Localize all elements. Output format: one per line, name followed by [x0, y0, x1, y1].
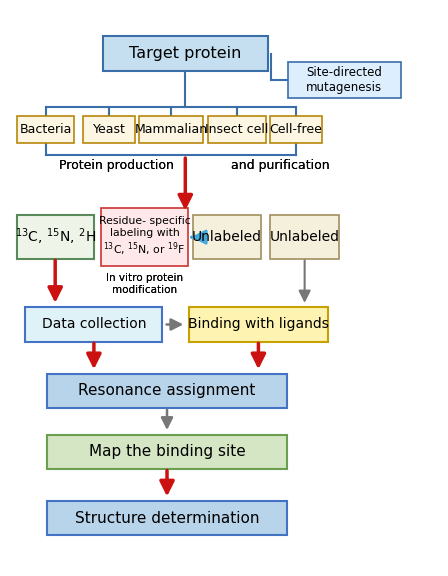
FancyBboxPatch shape: [17, 116, 74, 143]
Text: Binding with ligands: Binding with ligands: [188, 317, 329, 332]
Text: Structure determination: Structure determination: [75, 510, 259, 525]
Text: Resonance assignment: Resonance assignment: [78, 384, 256, 399]
Text: Protein production: Protein production: [59, 159, 174, 172]
FancyBboxPatch shape: [271, 116, 322, 143]
FancyBboxPatch shape: [189, 308, 328, 342]
Text: Yeast: Yeast: [93, 123, 125, 136]
FancyBboxPatch shape: [47, 501, 287, 535]
FancyBboxPatch shape: [193, 215, 262, 259]
FancyBboxPatch shape: [288, 62, 401, 98]
Text: and purification: and purification: [231, 159, 329, 172]
Text: Residue- specific
labeling with
$^{13}$C, $^{15}$N, or $^{19}$F: Residue- specific labeling with $^{13}$C…: [99, 216, 190, 258]
Text: Insect cell: Insect cell: [205, 123, 269, 136]
Text: Site-directed
mutagenesis: Site-directed mutagenesis: [306, 66, 383, 94]
FancyBboxPatch shape: [83, 116, 134, 143]
FancyBboxPatch shape: [103, 36, 268, 71]
FancyBboxPatch shape: [25, 308, 163, 342]
FancyBboxPatch shape: [47, 374, 287, 408]
Text: Protein production: Protein production: [59, 159, 174, 172]
FancyBboxPatch shape: [208, 116, 266, 143]
FancyBboxPatch shape: [271, 215, 339, 259]
Text: Map the binding site: Map the binding site: [89, 444, 246, 459]
Text: and purification: and purification: [231, 159, 329, 172]
FancyBboxPatch shape: [139, 116, 203, 143]
Text: In vitro protein
modification: In vitro protein modification: [106, 273, 183, 295]
Text: Bacteria: Bacteria: [19, 123, 72, 136]
Text: Unlabeled: Unlabeled: [192, 230, 262, 244]
Text: Cell-free: Cell-free: [270, 123, 323, 136]
Text: Unlabeled: Unlabeled: [270, 230, 340, 244]
Text: $^{13}$C, $^{15}$N, $^{2}$H: $^{13}$C, $^{15}$N, $^{2}$H: [14, 226, 96, 247]
FancyBboxPatch shape: [17, 215, 94, 259]
FancyBboxPatch shape: [100, 209, 188, 266]
Text: Data collection: Data collection: [42, 317, 146, 332]
Text: Target protein: Target protein: [129, 46, 241, 61]
FancyBboxPatch shape: [47, 434, 287, 469]
Text: Mammalian: Mammalian: [135, 123, 208, 136]
Text: In vitro protein
modification: In vitro protein modification: [106, 273, 183, 295]
